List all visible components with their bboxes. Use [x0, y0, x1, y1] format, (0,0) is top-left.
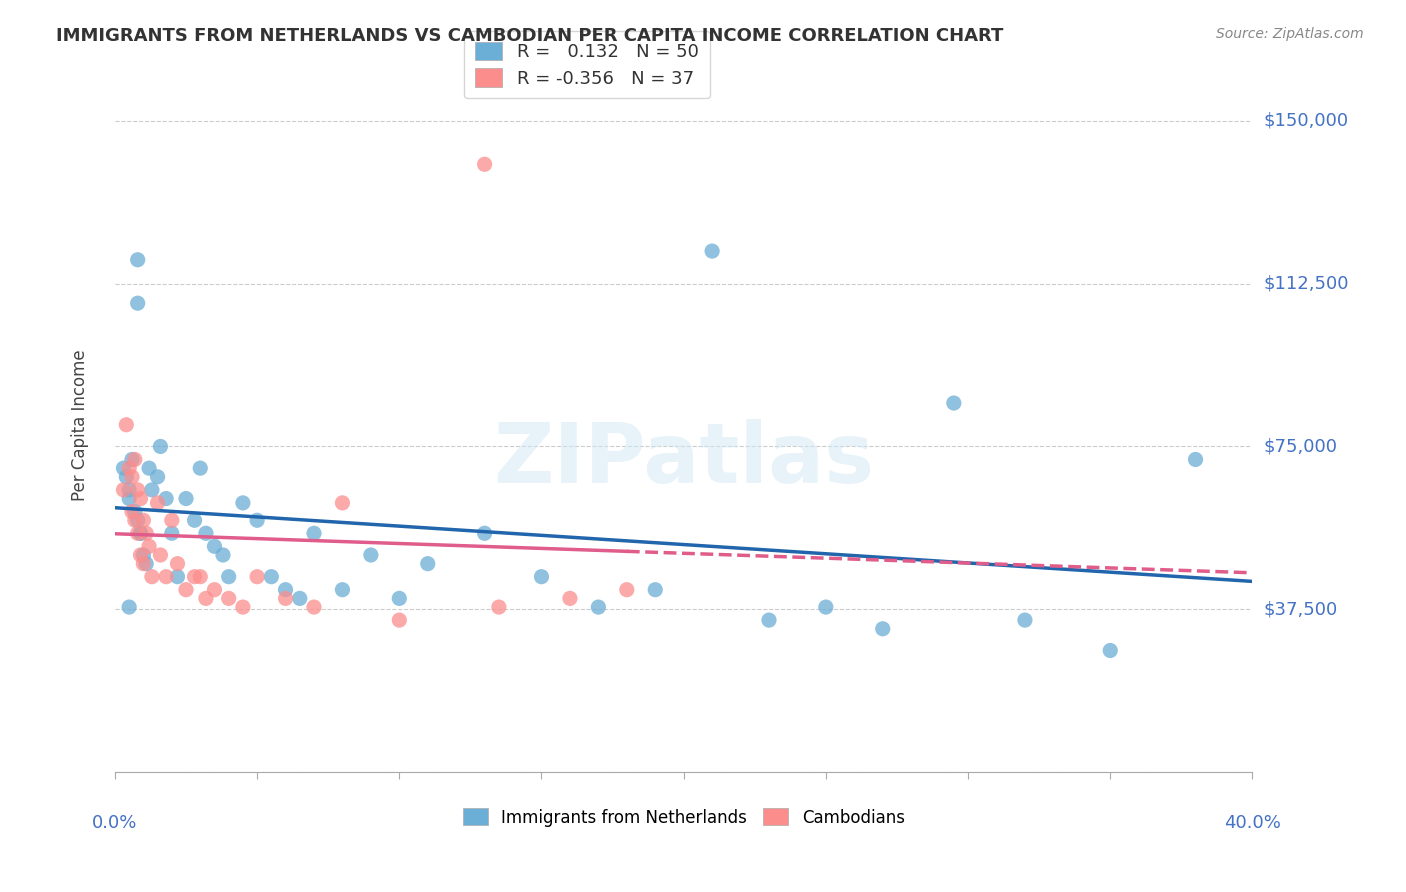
Point: [218, 570, 240, 584]
Text: ZIPatlas: ZIPatlas: [494, 419, 875, 500]
Point: [474, 157, 496, 171]
Point: [1014, 613, 1036, 627]
Point: [274, 591, 297, 606]
Point: [127, 296, 149, 310]
Point: [204, 539, 226, 553]
Point: [112, 483, 135, 497]
Point: [141, 570, 163, 584]
Point: [118, 461, 141, 475]
Point: [135, 526, 157, 541]
Point: [416, 557, 439, 571]
Point: [149, 548, 172, 562]
Text: $37,500: $37,500: [1264, 600, 1339, 618]
Point: [129, 491, 152, 506]
Point: [132, 548, 155, 562]
Point: [129, 526, 152, 541]
Point: [588, 600, 610, 615]
Point: [166, 570, 188, 584]
Point: [758, 613, 780, 627]
Point: [174, 582, 197, 597]
Point: [127, 252, 149, 267]
Point: [260, 570, 283, 584]
Point: [194, 591, 217, 606]
Point: [188, 570, 211, 584]
Point: [700, 244, 723, 258]
Point: [530, 570, 553, 584]
Point: [115, 417, 138, 432]
Text: Source: ZipAtlas.com: Source: ZipAtlas.com: [1216, 27, 1364, 41]
Point: [135, 557, 157, 571]
Point: [212, 548, 235, 562]
Text: 0.0%: 0.0%: [93, 814, 138, 831]
Point: [204, 582, 226, 597]
Point: [872, 622, 894, 636]
Y-axis label: Per Capita Income: Per Capita Income: [72, 349, 89, 500]
Point: [183, 570, 205, 584]
Point: [488, 600, 510, 615]
Point: [388, 613, 411, 627]
Point: [118, 491, 141, 506]
Point: [155, 570, 177, 584]
Point: [616, 582, 638, 597]
Text: $75,000: $75,000: [1264, 437, 1337, 456]
Point: [160, 526, 183, 541]
Point: [232, 496, 254, 510]
Text: $150,000: $150,000: [1264, 112, 1348, 130]
Point: [388, 591, 411, 606]
Point: [141, 483, 163, 497]
Point: [332, 496, 354, 510]
Point: [232, 600, 254, 615]
Point: [121, 452, 143, 467]
Point: [1099, 643, 1122, 657]
Point: [166, 557, 188, 571]
Point: [112, 461, 135, 475]
Point: [127, 513, 149, 527]
Point: [814, 600, 837, 615]
Point: [149, 440, 172, 454]
Point: [121, 505, 143, 519]
Legend: Immigrants from Netherlands, Cambodians: Immigrants from Netherlands, Cambodians: [456, 802, 911, 833]
Point: [188, 461, 211, 475]
Point: [146, 470, 169, 484]
Point: [218, 591, 240, 606]
Point: [246, 513, 269, 527]
Point: [288, 591, 311, 606]
Point: [360, 548, 382, 562]
Point: [138, 461, 160, 475]
Point: [129, 548, 152, 562]
Point: [118, 600, 141, 615]
Point: [942, 396, 965, 410]
Point: [124, 452, 146, 467]
Point: [246, 570, 269, 584]
Point: [121, 470, 143, 484]
Point: [332, 582, 354, 597]
Text: $112,500: $112,500: [1264, 275, 1350, 293]
Point: [115, 470, 138, 484]
Point: [174, 491, 197, 506]
Point: [274, 582, 297, 597]
Point: [183, 513, 205, 527]
Point: [302, 526, 325, 541]
Point: [302, 600, 325, 615]
Point: [146, 496, 169, 510]
Point: [1184, 452, 1206, 467]
Point: [132, 513, 155, 527]
Point: [124, 513, 146, 527]
Point: [118, 483, 141, 497]
Point: [644, 582, 666, 597]
Point: [160, 513, 183, 527]
Point: [132, 557, 155, 571]
Point: [129, 526, 152, 541]
Point: [155, 491, 177, 506]
Point: [138, 539, 160, 553]
Point: [474, 526, 496, 541]
Point: [124, 505, 146, 519]
Point: [558, 591, 581, 606]
Point: [127, 483, 149, 497]
Point: [194, 526, 217, 541]
Point: [127, 526, 149, 541]
Text: 40.0%: 40.0%: [1225, 814, 1281, 831]
Text: IMMIGRANTS FROM NETHERLANDS VS CAMBODIAN PER CAPITA INCOME CORRELATION CHART: IMMIGRANTS FROM NETHERLANDS VS CAMBODIAN…: [56, 27, 1004, 45]
